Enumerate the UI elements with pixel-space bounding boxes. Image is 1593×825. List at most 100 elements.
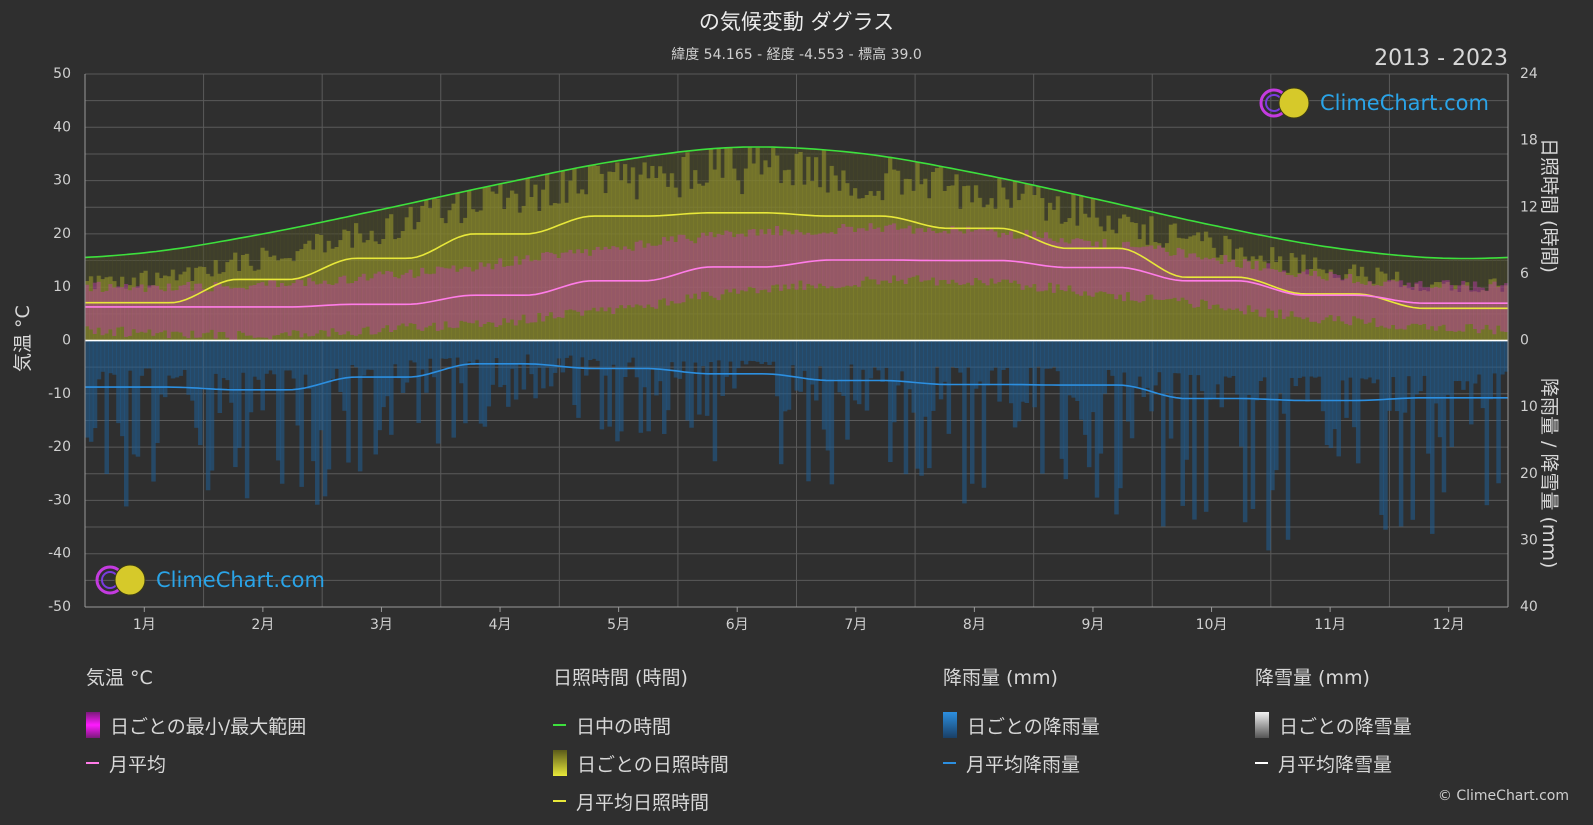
sunshine-bar [420, 205, 425, 341]
rain-bar [85, 340, 90, 438]
sunshine-bar [1457, 291, 1462, 341]
series-line [85, 259, 1508, 308]
sunshine-bar [1172, 223, 1178, 341]
y-axis-right-bottom-title: 降雨量 / 降雪量 (mm) [1538, 378, 1560, 569]
rain-bar [1363, 340, 1369, 380]
sunshine-bar [1176, 237, 1182, 341]
sunshine-bar [1320, 269, 1326, 341]
rain-bar [677, 340, 683, 379]
temperature-range-bar [143, 291, 148, 333]
sunshine-bar [451, 203, 456, 341]
temperature-range-bar [506, 265, 511, 323]
rain-bar [217, 340, 223, 414]
rain-bar [459, 340, 464, 384]
rain-bar [357, 340, 363, 472]
temperature-range-bar [778, 235, 784, 291]
rain-bar [849, 340, 854, 365]
rain-bar [264, 340, 269, 374]
sunshine-bar [950, 185, 955, 341]
sunshine-bar [311, 249, 316, 341]
x-tick-label: 8月 [963, 617, 986, 633]
temperature-range-bar [237, 287, 242, 332]
temperature-range-bar [1008, 231, 1014, 283]
y-tick-label-left: -10 [48, 386, 71, 402]
rain-bar [1328, 340, 1334, 449]
rain-bar [1016, 340, 1022, 422]
temperature-range-bar [1313, 270, 1318, 322]
rain-bar [1285, 340, 1291, 540]
temperature-range-bar [794, 229, 800, 290]
sunshine-bar [1227, 239, 1232, 341]
legend-label: 月平均 [109, 753, 167, 776]
rain-bar [1203, 340, 1209, 512]
rain-bar [1114, 340, 1119, 515]
sunshine-bar [455, 193, 460, 341]
temperature-range-bar [1352, 283, 1357, 317]
temperature-range-bar [911, 233, 917, 277]
temperature-range-bar [915, 228, 920, 276]
sunshine-bar [431, 198, 437, 341]
sunshine-bar [244, 253, 250, 341]
rain-bar [1258, 340, 1263, 382]
rain-bar [1359, 340, 1365, 379]
rain-bar [1168, 340, 1174, 439]
rain-bar [412, 340, 417, 363]
logo-top[interactable]: ClimeChart.com [1258, 86, 1489, 120]
sunshine-bar [1367, 281, 1373, 341]
temperature-range-bar [1402, 285, 1408, 330]
sunshine-bar [424, 199, 429, 341]
temperature-range-bar [408, 269, 414, 324]
rain-bar [1141, 340, 1147, 398]
rain-bar [1461, 340, 1466, 390]
sunshine-bar [1293, 257, 1299, 341]
rain-bar [1149, 340, 1154, 412]
rain-bar [712, 340, 718, 462]
rain-bar [1472, 340, 1478, 384]
sunshine-bar [213, 260, 219, 341]
temperature-range-bar [1348, 274, 1353, 326]
sunshine-bar [276, 260, 281, 341]
rain-bar [162, 340, 168, 398]
rain-bar [1297, 340, 1302, 378]
rain-bar [135, 340, 141, 457]
legend-sunshine: 日照時間 (時間) 日中の時間 日ごとの日照時間 月平均日照時間 [553, 663, 729, 820]
legend-swatch [86, 712, 100, 738]
x-tick-label: 6月 [726, 617, 749, 633]
temperature-range-bar [1149, 245, 1154, 295]
temperature-range-bar [1235, 266, 1240, 309]
rain-bar [927, 340, 932, 469]
sunshine-bar [1059, 223, 1065, 341]
rain-bar [619, 340, 624, 432]
rain-bar [810, 340, 815, 385]
sunshine-bar [747, 147, 753, 341]
temperature-range-bar [517, 264, 523, 321]
temperature-range-bar [1332, 273, 1338, 322]
rain-bar [759, 340, 764, 364]
rain-bar [716, 340, 722, 361]
y-tick-label-right: 0 [1520, 333, 1529, 349]
rain-bar [166, 340, 172, 376]
sunshine-bar [120, 276, 125, 341]
rain-bar [1484, 340, 1490, 506]
sunshine-bar [1352, 264, 1357, 341]
rain-bar [864, 340, 870, 411]
sunshine-bar [1262, 261, 1267, 341]
sunshine-bar [287, 258, 293, 341]
rain-bar [237, 340, 242, 448]
logo-bottom[interactable]: ClimeChart.com [94, 563, 325, 597]
rain-bar [431, 340, 437, 378]
sunshine-bar [736, 180, 741, 341]
temperature-range-bar [1410, 287, 1416, 324]
sunshine-bar [159, 278, 164, 341]
copyright: © ClimeChart.com [1437, 788, 1569, 804]
temperature-range-bar [256, 283, 262, 338]
legend-title: 気温 °C [86, 667, 153, 689]
rain-bar [1324, 340, 1330, 446]
rain-bar [1332, 340, 1338, 430]
temperature-range-bar [443, 268, 449, 322]
sunshine-bar [1453, 285, 1458, 341]
sunshine-bar [989, 198, 994, 341]
sunshine-bar [396, 237, 402, 341]
rain-bar [938, 340, 944, 400]
temperature-range-bar [1340, 279, 1345, 322]
